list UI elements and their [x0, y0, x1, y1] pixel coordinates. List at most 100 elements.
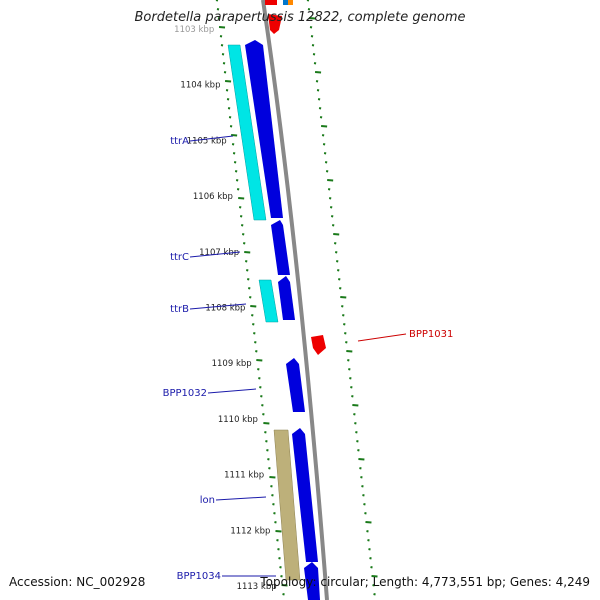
- position-label: 1110 kbp: [218, 415, 258, 425]
- ruler-tick: [321, 125, 328, 128]
- gene-label-right: BPP1031: [409, 329, 453, 340]
- ruler-tick: [242, 242, 246, 245]
- ruler-tick: [352, 404, 359, 407]
- ruler-tick: [323, 152, 327, 155]
- ruler-tick: [279, 566, 282, 569]
- ruler-tick: [233, 161, 237, 164]
- position-label: 1107 kbp: [199, 248, 239, 258]
- ruler-tick: [258, 377, 261, 380]
- gene-label-left: lon: [200, 495, 215, 506]
- gene-label-left: BPP1032: [163, 388, 207, 399]
- position-label: 1103 kbp: [174, 25, 214, 35]
- ruler-tick: [282, 593, 285, 596]
- ruler-tick: [328, 197, 332, 200]
- ruler-tick: [373, 593, 376, 596]
- ruler-tick: [315, 80, 319, 83]
- ruler-tick: [361, 485, 364, 488]
- ruler-tick: [327, 188, 331, 191]
- ruler-tick: [342, 314, 345, 317]
- chart-title: Bordetella parapertussis 12822, complete…: [134, 10, 466, 25]
- ruler-tick: [249, 296, 252, 299]
- ruler-tick: [259, 386, 262, 389]
- ruler-tick: [218, 26, 226, 29]
- ruler-tick: [266, 449, 269, 452]
- ruler-tick: [317, 98, 321, 101]
- gene-label-left: ttrA: [170, 136, 189, 147]
- ruler-tick: [216, 8, 220, 11]
- ruler-tick: [331, 224, 335, 227]
- ruler-tick: [229, 125, 233, 128]
- ruler-tick: [336, 269, 340, 272]
- ruler-tick: [355, 431, 358, 434]
- ruler-tick: [269, 476, 276, 479]
- ruler-tick: [333, 242, 337, 245]
- ruler-tick: [271, 494, 274, 497]
- ruler-tick: [245, 269, 249, 272]
- gene-arrow-ttrA: [245, 40, 283, 218]
- ruler-tick: [353, 413, 356, 416]
- ruler-tick: [364, 512, 367, 515]
- ruler-tick: [366, 530, 369, 533]
- label-leader-line: [189, 303, 247, 310]
- ruler-tick: [359, 467, 362, 470]
- position-label: 1109 kbp: [212, 359, 252, 369]
- ruler-tick: [253, 332, 256, 335]
- gene-arrow-lon: [292, 428, 318, 562]
- ruler-tick: [330, 215, 334, 218]
- summary-text: Topology: circular; Length: 4,773,551 bp…: [260, 575, 590, 589]
- ruler-tick: [344, 332, 347, 335]
- ruler-tick: [350, 386, 353, 389]
- gene-arrow-BPP1032: [286, 358, 305, 412]
- ruler-tick: [333, 233, 340, 236]
- ruler-tick: [365, 521, 372, 524]
- ruler-tick: [236, 188, 240, 191]
- ruler-tick: [224, 80, 232, 83]
- ruler-tick: [310, 35, 314, 38]
- ruler-tick: [263, 422, 270, 425]
- ruler-tick: [324, 161, 328, 164]
- ruler-tick: [252, 323, 255, 326]
- ruler-tick: [270, 485, 273, 488]
- position-label: 1111 kbp: [224, 471, 264, 481]
- ruler-tick: [277, 548, 280, 551]
- ruler-tick: [335, 260, 339, 263]
- ruler-tick: [307, 8, 311, 11]
- ruler-tick: [262, 413, 265, 416]
- ruler-tick: [254, 341, 257, 344]
- ruler-tick: [358, 458, 365, 461]
- ruler-tick: [240, 224, 244, 227]
- ruler-tick: [255, 350, 258, 353]
- ruler-tick: [227, 107, 231, 110]
- ruler-tick: [313, 62, 317, 65]
- ruler-tick: [234, 170, 238, 173]
- ruler-tick: [347, 359, 350, 362]
- ruler-tick: [235, 179, 239, 182]
- ruler-tick: [362, 494, 365, 497]
- ruler-tick: [345, 341, 348, 344]
- ruler-tick: [314, 71, 322, 74]
- accession-text: Accession: NC_002928: [9, 575, 146, 589]
- gene-arrow-ttrB: [278, 276, 295, 320]
- ruler-tick: [351, 395, 354, 398]
- ruler-tick: [360, 476, 363, 479]
- position-label: 1105 kbp: [187, 136, 227, 146]
- ruler-tick: [261, 404, 264, 407]
- ruler-tick: [222, 62, 226, 65]
- gene-arrow-BPP1034: [304, 562, 320, 600]
- ruler-tick: [372, 584, 375, 587]
- ruler-tick: [274, 521, 277, 524]
- ruler-tick: [356, 440, 359, 443]
- position-label: 1113 kbp: [237, 582, 277, 592]
- gene-arrow-ttrC: [271, 220, 290, 275]
- ruler-tick: [238, 206, 242, 209]
- position-label: 1104 kbp: [180, 81, 220, 91]
- ruler-tick: [248, 287, 251, 290]
- ruler-tick: [327, 179, 334, 182]
- ruler-tick: [244, 251, 251, 254]
- ruler-tick: [325, 170, 329, 173]
- gene-arrow-BPP1031: [311, 335, 326, 355]
- ruler-tick: [267, 458, 270, 461]
- ruler-tick: [338, 278, 341, 281]
- ruler-tick: [250, 305, 257, 308]
